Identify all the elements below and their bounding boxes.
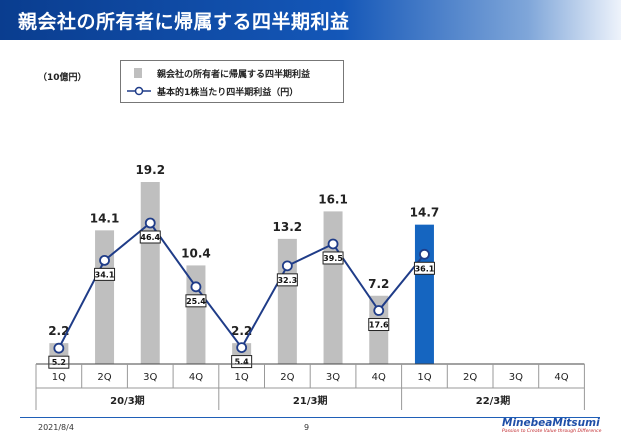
x-tick-label-10: 3Q	[509, 372, 523, 383]
bar-5	[277, 238, 297, 364]
bar-6	[323, 211, 343, 364]
eps-label-box-5	[276, 273, 298, 287]
legend: 親会社の所有者に帰属する四半期利益 基本的1株当たり四半期利益（円）	[120, 60, 344, 103]
footer-divider	[20, 417, 600, 418]
bar-1	[95, 230, 115, 364]
legend-line-label: 基本的1株当たり四半期利益（円）	[157, 88, 299, 98]
bar-label-2: 19.2	[135, 163, 165, 177]
eps-label-3: 25.4	[186, 297, 206, 306]
logo-tagline: Passion to Create Value through Differen…	[502, 429, 602, 434]
group-label-0: 20/3期	[110, 394, 145, 407]
eps-label-box-6	[322, 251, 344, 265]
eps-label-box-7	[368, 318, 390, 332]
eps-point-3	[190, 281, 202, 293]
bar-label-5: 13.2	[273, 220, 303, 234]
eps-label-0: 5.2	[52, 358, 66, 367]
eps-label-box-3	[185, 294, 207, 308]
legend-bar-label: 親会社の所有者に帰属する四半期利益	[157, 70, 311, 80]
unit-label: （10億円）	[38, 73, 87, 83]
eps-point-7	[373, 305, 385, 316]
bar-label-3: 10.4	[181, 246, 211, 260]
group-label-1: 21/3期	[293, 394, 328, 407]
page-title: 親会社の所有者に帰属する四半期利益	[18, 11, 350, 33]
x-tick-label-3: 4Q	[189, 372, 203, 383]
x-tick-label-9: 2Q	[463, 372, 477, 383]
bar-label-1: 14.1	[90, 211, 120, 225]
x-tick-label-5: 2Q	[280, 372, 294, 383]
eps-point-2	[144, 217, 156, 229]
x-tick-label-7: 4Q	[372, 372, 386, 383]
x-tick-label-1: 2Q	[97, 372, 111, 383]
bar-label-0: 2.2	[48, 324, 69, 338]
eps-point-1	[99, 254, 110, 266]
eps-label-box-4	[231, 355, 253, 369]
bar-label-7: 7.2	[368, 277, 389, 291]
eps-label-4: 5.4	[235, 358, 250, 367]
eps-label-8: 36.1	[415, 264, 435, 273]
group-label-2: 22/3期	[476, 394, 511, 407]
x-tick-label-6: 3Q	[326, 372, 340, 383]
page-number: 9	[304, 423, 310, 432]
bar-3	[186, 265, 206, 364]
eps-label-5: 32.3	[277, 276, 297, 285]
legend-item-bar: 親会社の所有者に帰属する四半期利益	[121, 64, 343, 82]
eps-label-box-8	[413, 261, 435, 275]
footer-date: 2021/8/4	[38, 423, 74, 432]
bar-label-4: 2.2	[231, 324, 252, 338]
eps-point-0	[53, 342, 65, 354]
eps-label-6: 39.5	[323, 254, 343, 263]
bar-label-6: 16.1	[318, 192, 348, 206]
bar-label-8: 14.7	[410, 206, 440, 220]
x-tick-label-8: 1Q	[417, 372, 431, 383]
title-bar: 親会社の所有者に帰属する四半期利益	[0, 0, 621, 40]
eps-label-box-2	[139, 230, 161, 244]
x-tick-label-2: 3Q	[143, 372, 157, 383]
legend-line-swatch	[127, 86, 151, 96]
eps-label-7: 17.6	[369, 321, 389, 330]
x-tick-label-0: 1Q	[52, 372, 66, 383]
legend-bar-swatch	[134, 68, 142, 78]
legend-item-line: 基本的1株当たり四半期利益（円）	[121, 82, 343, 100]
eps-label-box-1	[94, 267, 116, 281]
x-tick-label-4: 1Q	[235, 372, 249, 383]
company-logo: MinebeaMitsumi Passion to Create Value t…	[502, 418, 614, 435]
eps-point-8	[419, 248, 430, 260]
eps-point-5	[281, 260, 293, 272]
eps-label-2: 46.4	[140, 233, 160, 242]
bar-2	[140, 182, 160, 364]
bar-8	[414, 224, 434, 364]
x-tick-label-11: 4Q	[554, 372, 568, 383]
eps-label-1: 34.1	[95, 270, 115, 279]
eps-point-4	[236, 342, 248, 353]
eps-label-box-0	[48, 355, 70, 369]
logo-name: MinebeaMitsumi	[502, 417, 600, 429]
eps-point-6	[327, 238, 339, 250]
